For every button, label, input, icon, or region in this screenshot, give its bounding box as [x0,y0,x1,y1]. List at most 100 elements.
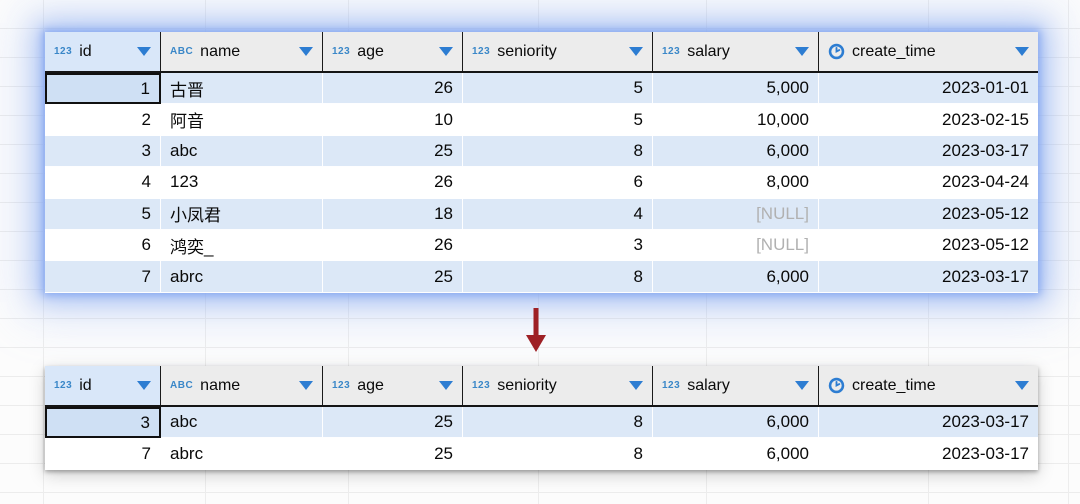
cell-salary[interactable]: 6,000 [653,261,819,293]
column-header-age[interactable]: 123 age [323,32,463,71]
cell-create_time[interactable]: 2023-03-17 [819,135,1038,168]
cell-salary[interactable]: 6,000 [653,407,819,439]
column-header-salary[interactable]: 123 salary [653,366,819,405]
table-row: 3 abc 25 8 6,000 2023-03-17 [45,407,1038,439]
cell-id[interactable]: 5 [45,198,161,230]
cell-name[interactable]: abc [161,407,323,439]
cell-salary[interactable]: 10,000 [653,104,819,136]
cell-create_time[interactable]: 2023-04-24 [819,167,1038,199]
cell-seniority[interactable]: 5 [463,73,653,105]
numeric-type-icon: 123 [472,46,491,57]
cell-name[interactable]: 古晋 [161,73,323,105]
cell-name[interactable]: 阿音 [161,104,323,136]
filter-dropdown-icon[interactable] [1015,47,1029,56]
cell-name[interactable]: abc [161,135,323,168]
column-header-seniority[interactable]: 123 seniority [463,366,653,405]
cell-id[interactable]: 3 [45,407,161,439]
cell-create_time[interactable]: 2023-01-01 [819,73,1038,105]
cell-age[interactable]: 25 [323,261,463,293]
cell-salary[interactable]: [NULL] [653,198,819,230]
cell-seniority[interactable]: 8 [463,407,653,439]
column-header-name[interactable]: ABC name [161,32,323,71]
cell-name[interactable]: 鸿奕_ [161,229,323,262]
column-header-create_time[interactable]: create_time [819,366,1038,405]
column-label: name [200,376,241,394]
cell-id[interactable]: 7 [45,261,161,293]
text-type-icon: ABC [170,380,194,391]
cell-create_time[interactable]: 2023-05-12 [819,198,1038,230]
cell-age[interactable]: 25 [323,135,463,168]
cell-id[interactable]: 1 [45,73,161,105]
cell-name[interactable]: abrc [161,438,323,470]
filter-dropdown-icon[interactable] [439,381,453,390]
filter-dropdown-icon[interactable] [439,47,453,56]
result-grid-original: 123 id ABC name 123 age 123 seniority 123 salary c… [45,32,1038,293]
grid-header-row: 123 id ABC name 123 age 123 seniority 123 salary c… [45,32,1038,73]
cell-seniority[interactable]: 3 [463,229,653,262]
cell-seniority[interactable]: 5 [463,104,653,136]
cell-create_time[interactable]: 2023-02-15 [819,104,1038,136]
column-header-id[interactable]: 123 id [45,366,161,405]
column-header-salary[interactable]: 123 salary [653,32,819,71]
cell-seniority[interactable]: 8 [463,135,653,168]
cell-id[interactable]: 3 [45,135,161,168]
cell-name[interactable]: abrc [161,261,323,293]
cell-salary[interactable]: 5,000 [653,73,819,105]
column-label: salary [687,376,730,394]
filter-dropdown-icon[interactable] [137,47,151,56]
cell-name[interactable]: 小凤君 [161,198,323,230]
table-row: 7 abrc 25 8 6,000 2023-03-17 [45,261,1038,293]
cell-age[interactable]: 26 [323,167,463,199]
column-header-create_time[interactable]: create_time [819,32,1038,71]
filter-dropdown-icon[interactable] [629,47,643,56]
cell-id[interactable]: 4 [45,167,161,199]
column-label: salary [687,42,730,60]
cell-create_time[interactable]: 2023-05-12 [819,229,1038,262]
cell-age[interactable]: 18 [323,198,463,230]
cell-salary[interactable]: 6,000 [653,135,819,168]
numeric-type-icon: 123 [54,46,73,57]
cell-seniority[interactable]: 6 [463,167,653,199]
cell-age[interactable]: 25 [323,407,463,439]
column-label: id [79,42,92,60]
column-header-age[interactable]: 123 age [323,366,463,405]
text-type-icon: ABC [170,46,194,57]
filter-dropdown-icon[interactable] [629,381,643,390]
filter-dropdown-icon[interactable] [299,381,313,390]
column-header-id[interactable]: 123 id [45,32,161,71]
numeric-type-icon: 123 [662,380,681,391]
table-row: 4 123 26 6 8,000 2023-04-24 [45,167,1038,199]
column-label: create_time [852,376,936,394]
cell-id[interactable]: 2 [45,104,161,136]
grid-body: 3 abc 25 8 6,000 2023-03-17 7 abrc 25 8 6,000 2023-… [45,407,1038,470]
filter-dropdown-icon[interactable] [137,381,151,390]
filter-dropdown-icon[interactable] [1015,381,1029,390]
cell-id[interactable]: 6 [45,229,161,262]
background-gridline-vertical [43,0,44,504]
cell-create_time[interactable]: 2023-03-17 [819,438,1038,470]
cell-seniority[interactable]: 8 [463,261,653,293]
clock-type-icon [828,377,845,394]
cell-age[interactable]: 25 [323,438,463,470]
cell-name[interactable]: 123 [161,167,323,199]
cell-create_time[interactable]: 2023-03-17 [819,407,1038,439]
cell-salary[interactable]: 6,000 [653,438,819,470]
cell-age[interactable]: 26 [323,229,463,262]
column-label: name [200,42,241,60]
cell-create_time[interactable]: 2023-03-17 [819,261,1038,293]
cell-salary[interactable]: [NULL] [653,229,819,262]
filter-dropdown-icon[interactable] [795,381,809,390]
table-row: 3 abc 25 8 6,000 2023-03-17 [45,135,1038,168]
column-label: create_time [852,42,936,60]
cell-seniority[interactable]: 4 [463,198,653,230]
cell-id[interactable]: 7 [45,438,161,470]
cell-age[interactable]: 10 [323,104,463,136]
column-header-name[interactable]: ABC name [161,366,323,405]
filter-dropdown-icon[interactable] [299,47,313,56]
table-row: 2 阿音 10 5 10,000 2023-02-15 [45,104,1038,136]
column-header-seniority[interactable]: 123 seniority [463,32,653,71]
cell-age[interactable]: 26 [323,73,463,105]
cell-salary[interactable]: 8,000 [653,167,819,199]
filter-dropdown-icon[interactable] [795,47,809,56]
cell-seniority[interactable]: 8 [463,438,653,470]
